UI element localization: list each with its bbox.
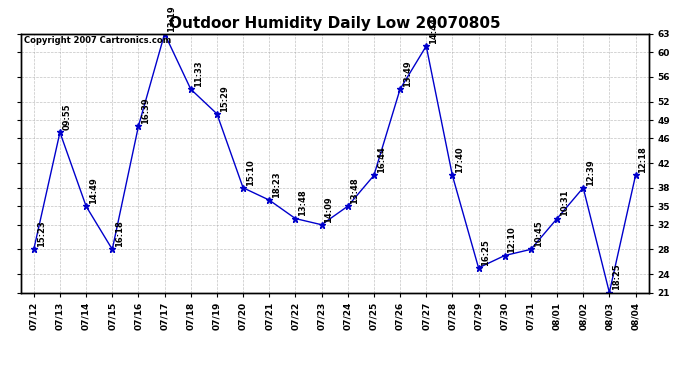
Text: 17:40: 17:40 <box>455 147 464 173</box>
Text: 13:49: 13:49 <box>403 60 412 87</box>
Text: 16:25: 16:25 <box>482 239 491 266</box>
Text: 13:19: 13:19 <box>168 5 177 32</box>
Text: 10:31: 10:31 <box>560 190 569 216</box>
Text: 16:39: 16:39 <box>141 98 150 124</box>
Text: 12:10: 12:10 <box>507 226 517 254</box>
Text: 18:25: 18:25 <box>612 264 621 290</box>
Text: 14:44: 14:44 <box>429 17 438 44</box>
Text: 09:55: 09:55 <box>63 104 72 130</box>
Text: 15:10: 15:10 <box>246 159 255 186</box>
Text: 15:29: 15:29 <box>219 85 228 112</box>
Text: 16:44: 16:44 <box>377 146 386 173</box>
Text: 13:48: 13:48 <box>298 190 307 216</box>
Text: 15:23: 15:23 <box>37 220 46 247</box>
Text: 13:48: 13:48 <box>351 177 359 204</box>
Text: 12:18: 12:18 <box>638 147 647 173</box>
Text: 14:49: 14:49 <box>89 177 98 204</box>
Text: Copyright 2007 Cartronics.com: Copyright 2007 Cartronics.com <box>24 36 171 45</box>
Text: 14:09: 14:09 <box>324 196 333 223</box>
Text: 12:39: 12:39 <box>586 159 595 186</box>
Text: 16:18: 16:18 <box>115 220 124 247</box>
Title: Outdoor Humidity Daily Low 20070805: Outdoor Humidity Daily Low 20070805 <box>169 16 500 31</box>
Text: 18:23: 18:23 <box>272 171 281 198</box>
Text: 11:33: 11:33 <box>193 60 203 87</box>
Text: 10:45: 10:45 <box>533 220 542 247</box>
